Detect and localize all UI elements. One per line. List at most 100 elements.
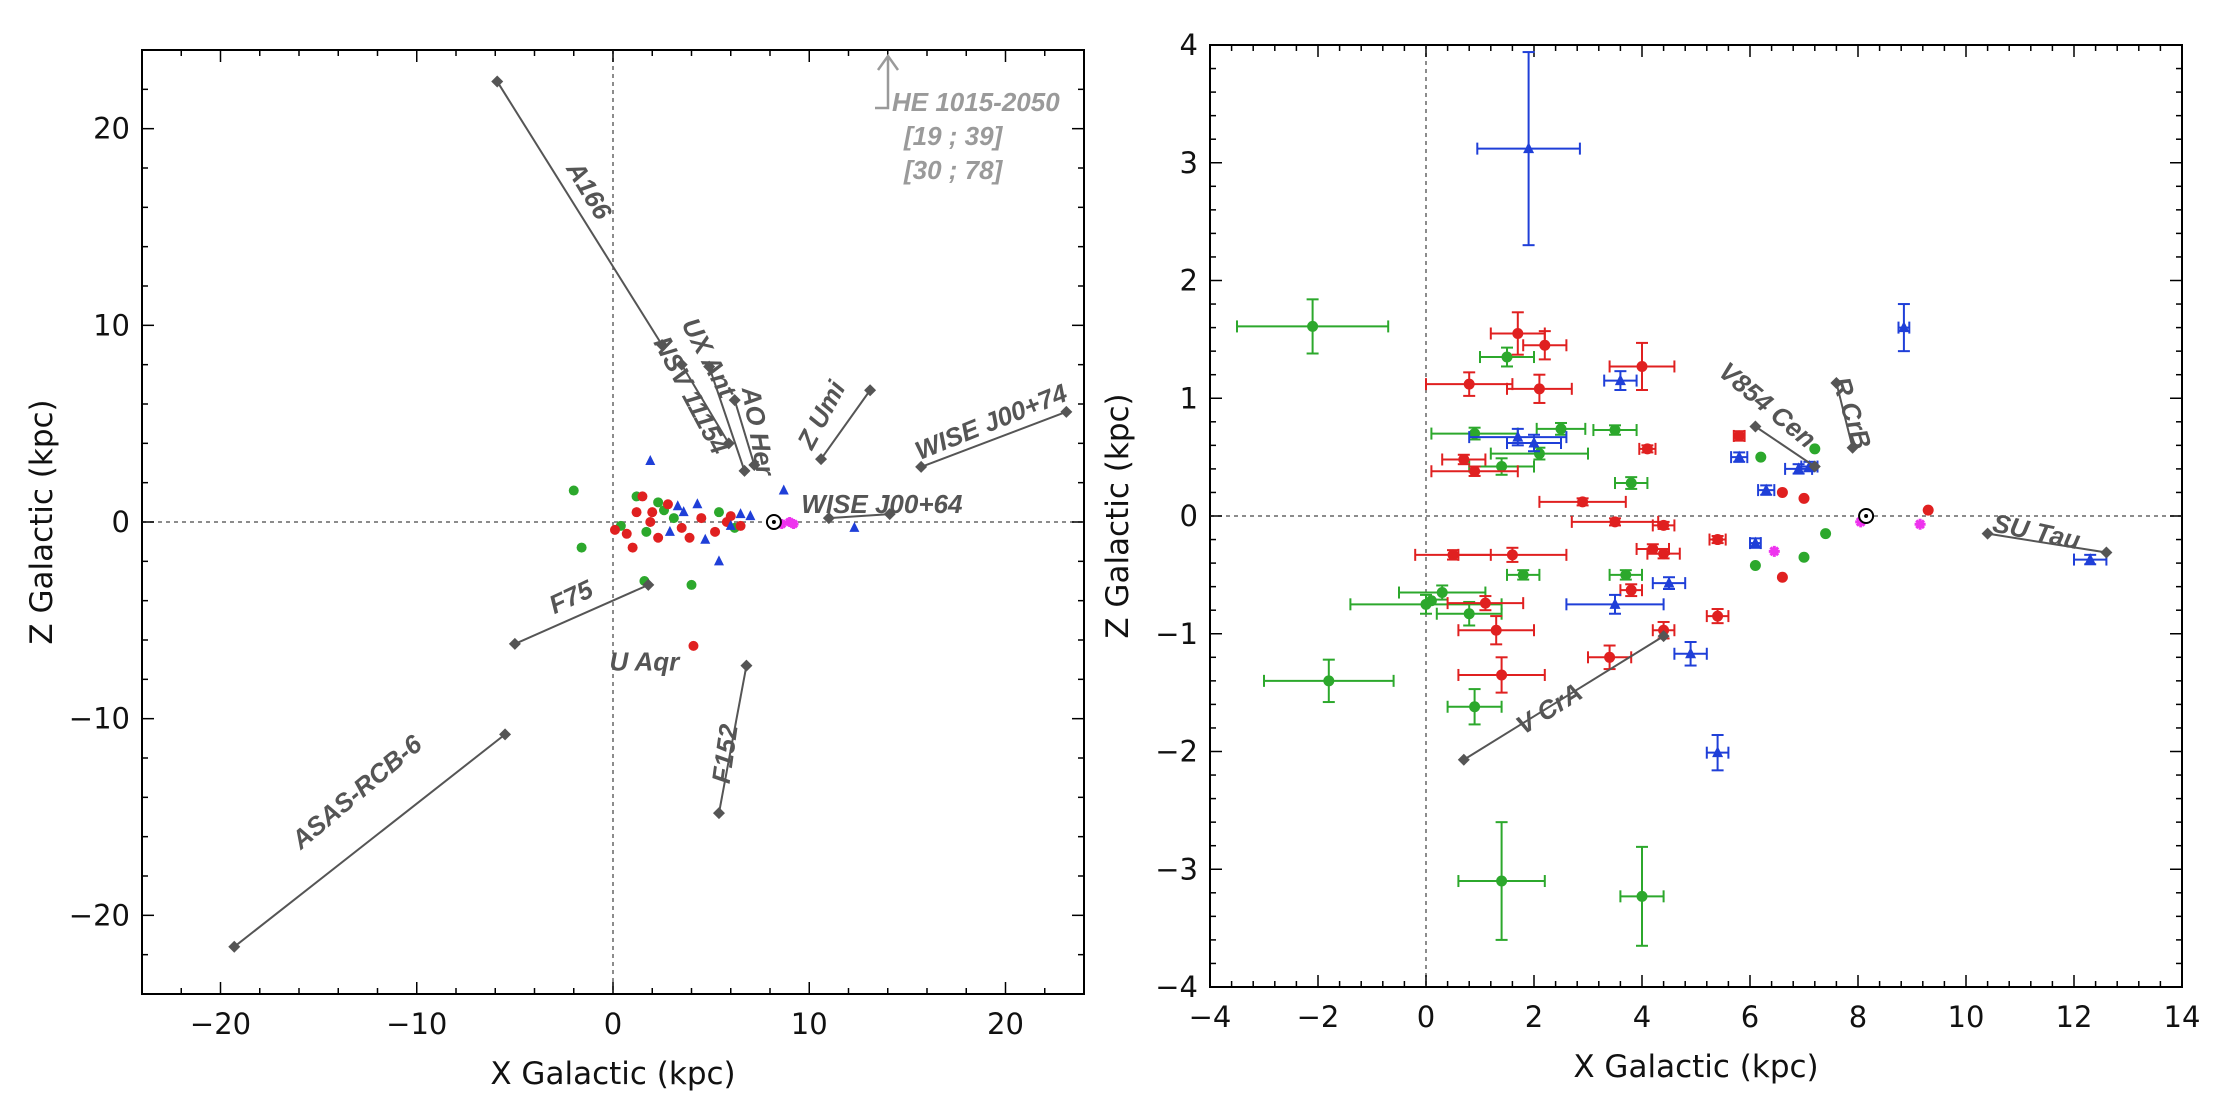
data-point-green [1501,351,1513,363]
track-endpoint [499,728,512,741]
data-point-red [1577,496,1589,508]
data-point-blue [2084,553,2096,565]
data-point-green [576,542,587,553]
data-point-green [1555,423,1567,435]
left-y-tick-label: −10 [69,702,130,736]
outlier-arrow [875,53,900,110]
data-point-blue [735,508,746,519]
right-x-tick-label: 0 [1417,1000,1435,1034]
data-point-red [1506,549,1518,561]
data-point-blue [1663,576,1675,588]
data-point-red [710,526,721,537]
data-point-blue [1528,436,1540,448]
data-point-red [1712,534,1724,546]
right-x-tick-label: 2 [1525,1000,1543,1034]
track-endpoint [508,637,521,650]
track-line [920,410,1067,468]
data-point-green [1798,551,1810,563]
data-point-green [1755,451,1767,463]
track-endpoint [656,339,669,351]
track-line [733,399,756,466]
outlier-range: [30 ; 78] [903,155,1004,185]
data-point-red [1658,519,1670,531]
data-point-green [1749,559,1761,571]
right-sun-dot [1864,514,1869,518]
data-point-red [647,507,658,518]
outlier-name: HE 1015-2050 [892,87,1060,117]
left-x-axis-label: X Galactic (kpc) [490,1056,735,1092]
left-x-tick-label: −20 [190,1007,251,1041]
data-point-red [1469,465,1481,477]
data-point-blue [745,510,756,521]
data-point-green [713,507,724,518]
right-y-tick-label: 2 [1180,264,1198,298]
track-line [708,366,746,472]
data-point-red [696,513,707,524]
right-y-tick-label: −1 [1155,617,1198,651]
data-point-red [1712,610,1724,622]
data-point-red [1776,571,1788,583]
track-line [680,364,730,444]
track-endpoint [2100,546,2113,559]
right-y-tick-label: 3 [1180,146,1198,180]
data-point-blue [1512,430,1524,442]
data-point-magenta [1768,545,1780,557]
track-endpoint [675,358,688,371]
right-x-tick-label: 4 [1633,1000,1651,1034]
left-x-tick-label: 10 [791,1007,828,1041]
right-y-tick-label: −4 [1155,970,1198,1004]
right-x-tick-label: 14 [2164,1000,2201,1034]
left-y-tick-label: 20 [93,112,130,146]
data-point-blue [1614,374,1626,386]
track-line [1754,425,1816,468]
track-endpoint [864,384,877,397]
star-label: U Aqr [609,646,681,676]
data-point-green [1496,875,1508,887]
track-line [1987,532,2107,554]
data-point-red [1647,543,1659,555]
data-point-red [1733,430,1745,442]
track-endpoint [1981,527,1994,540]
track-line [496,80,663,346]
data-point-red [1533,383,1545,395]
track-endpoint [822,512,835,525]
left-y-tick-label: 0 [112,505,130,539]
track-line [1835,382,1854,448]
data-point-green [1820,528,1832,540]
right-x-tick-label: 10 [1948,1000,1985,1034]
right-y-tick-label: 4 [1180,28,1198,62]
data-point-blue [725,519,736,530]
data-point-green [1636,890,1648,902]
data-point-red [627,542,638,553]
data-point-blue [700,533,711,544]
track-endpoint [728,394,741,407]
data-point-blue [664,525,675,536]
data-point-red [637,491,648,502]
left-x-tick-label: 20 [987,1007,1024,1041]
right-y-axis-label: Z Galactic (kpc) [1100,393,1136,638]
data-point-red [684,532,695,543]
data-point-blue [1685,647,1697,659]
data-point-green [1425,595,1437,607]
data-point-red [1604,651,1616,663]
data-point-red [1625,584,1637,596]
right-y-tick-label: −2 [1155,735,1198,769]
data-point-magenta [784,517,795,527]
track-endpoint [703,360,716,373]
data-point-blue [849,521,860,532]
data-point-blue [692,498,703,509]
data-point-blue [713,555,724,566]
track-line [717,665,748,814]
data-point-blue [1609,597,1621,609]
data-point-red [1479,597,1491,609]
data-point-blue [1749,536,1761,548]
track-endpoint [491,75,504,88]
right-x-tick-label: −4 [1189,1000,1232,1034]
data-point-green [1533,448,1545,460]
track-endpoint [883,508,896,521]
data-point-blue [778,484,789,495]
track-endpoint [228,940,241,953]
data-point-green [568,485,579,496]
track-endpoint [1457,753,1470,766]
